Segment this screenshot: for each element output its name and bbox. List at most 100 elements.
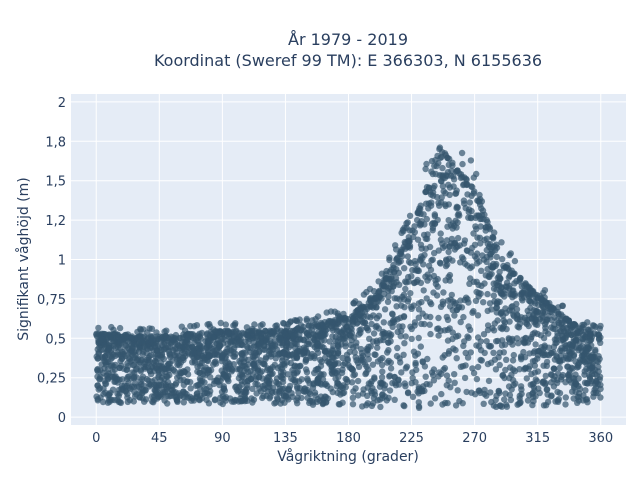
data-point xyxy=(490,285,498,292)
data-point xyxy=(310,381,317,388)
data-point xyxy=(219,340,227,347)
data-point xyxy=(551,365,558,373)
data-point xyxy=(572,358,579,365)
data-point xyxy=(286,382,294,390)
x-tick-label: 180 xyxy=(336,431,361,446)
data-point xyxy=(439,174,447,181)
data-point xyxy=(303,315,310,323)
data-point xyxy=(459,363,467,370)
data-point xyxy=(333,383,340,390)
data-point xyxy=(198,329,206,337)
data-point xyxy=(296,316,303,323)
data-point xyxy=(369,400,377,407)
data-point xyxy=(348,379,356,386)
data-point xyxy=(461,260,469,267)
data-point xyxy=(355,392,362,399)
data-point xyxy=(217,319,224,327)
data-point xyxy=(294,400,301,407)
data-point xyxy=(242,388,249,395)
data-point xyxy=(571,375,578,382)
data-point xyxy=(487,342,495,350)
data-point xyxy=(162,332,169,340)
data-point xyxy=(545,330,552,337)
data-point xyxy=(242,362,249,370)
data-point xyxy=(474,363,482,371)
data-point xyxy=(94,382,101,389)
data-point xyxy=(249,371,257,378)
data-point xyxy=(429,227,436,234)
data-point xyxy=(531,362,539,369)
data-point xyxy=(540,351,547,359)
data-point xyxy=(104,399,112,406)
data-point xyxy=(363,402,370,409)
data-point xyxy=(342,383,349,391)
data-point xyxy=(255,359,262,366)
data-point xyxy=(170,337,177,344)
data-point xyxy=(459,400,466,407)
data-point xyxy=(586,375,594,383)
data-point xyxy=(158,354,165,361)
data-point xyxy=(304,394,311,401)
data-point xyxy=(516,276,524,283)
data-point xyxy=(283,359,291,366)
data-point xyxy=(594,331,601,338)
data-point xyxy=(576,385,584,393)
data-point xyxy=(247,344,254,351)
data-point xyxy=(369,361,377,368)
data-point xyxy=(431,395,439,402)
data-point xyxy=(359,318,366,325)
data-point xyxy=(312,366,319,374)
data-point xyxy=(148,336,155,343)
data-point xyxy=(396,355,403,362)
data-point xyxy=(438,153,445,161)
data-point xyxy=(480,400,487,407)
data-point xyxy=(385,347,392,354)
data-point xyxy=(445,350,452,357)
data-point xyxy=(363,324,371,332)
data-point xyxy=(368,298,375,305)
data-point xyxy=(141,343,148,350)
data-point xyxy=(311,354,318,362)
data-point xyxy=(167,364,175,372)
data-point xyxy=(422,165,429,173)
data-point xyxy=(444,154,451,162)
data-point xyxy=(392,382,400,389)
data-point xyxy=(454,387,461,394)
data-point xyxy=(405,278,413,285)
data-point xyxy=(496,361,503,369)
data-point xyxy=(493,392,500,399)
x-tick-label: 225 xyxy=(399,431,424,446)
y-tick-label: 1,8 xyxy=(45,135,66,150)
data-point xyxy=(470,308,477,315)
data-point xyxy=(438,390,445,398)
data-point xyxy=(482,227,489,234)
data-point xyxy=(229,366,236,374)
data-point xyxy=(414,266,421,273)
data-point xyxy=(461,237,469,244)
data-point xyxy=(193,322,201,329)
data-point xyxy=(94,397,102,404)
data-point xyxy=(414,216,421,224)
data-point xyxy=(500,317,507,324)
data-point xyxy=(506,391,514,399)
data-point xyxy=(290,339,298,347)
data-point xyxy=(500,290,508,297)
data-point xyxy=(127,385,134,393)
data-point xyxy=(597,385,604,393)
data-point xyxy=(222,363,229,370)
data-point xyxy=(275,351,282,358)
data-point xyxy=(421,387,428,395)
data-point xyxy=(425,205,432,212)
data-point xyxy=(452,402,460,409)
data-point xyxy=(293,349,300,357)
data-point xyxy=(187,378,194,386)
data-point xyxy=(374,344,381,351)
data-point xyxy=(201,379,208,386)
data-point xyxy=(336,313,343,321)
data-point xyxy=(238,350,245,357)
data-point xyxy=(540,378,547,385)
y-tick-label: 0,25 xyxy=(37,372,66,387)
data-point xyxy=(322,399,330,406)
data-point xyxy=(153,381,160,389)
data-point xyxy=(564,363,571,370)
